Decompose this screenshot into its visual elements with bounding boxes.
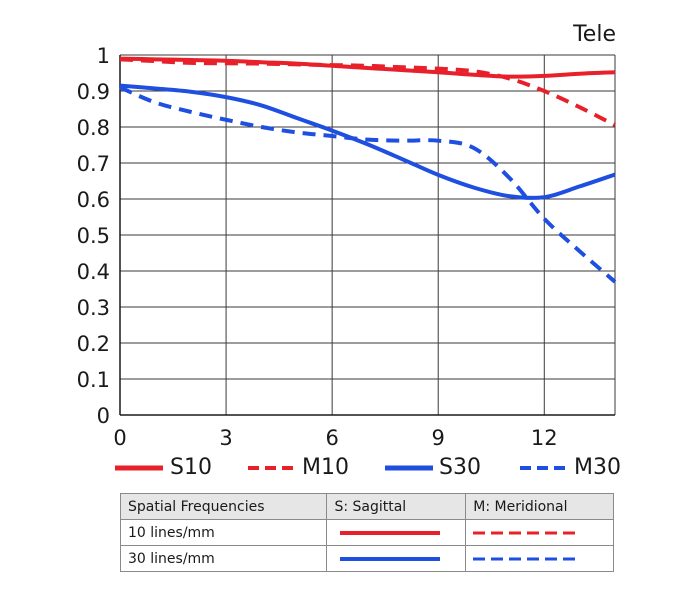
series-line-s10 [119,56,616,79]
series-lines [119,56,617,284]
meridional-30-swatch [465,545,614,572]
y-tick-label: 0.7 [77,152,110,176]
table-row: 10 lines/mm [119,519,614,546]
legend-swatch-m30 [520,466,568,470]
legend-swatch-m10 [248,466,296,470]
spatial-frequency-table: Spatial Frequencies S: Sagittal M: Merid… [119,493,614,572]
x-tick-label: 9 [432,426,445,450]
sagittal-10-swatch [326,519,467,546]
table-header-row: Spatial Frequencies S: Sagittal M: Merid… [119,493,614,520]
row-label-30-lines: 30 lines/mm [119,545,328,572]
y-tick-label: 0.6 [77,188,110,212]
table-header-meridional: M: Meridional [465,493,614,520]
mtf-chart: Tele 0 0.1 0.2 0.3 0.4 0.5 0.6 0.7 0.8 0.9 1 0 3 6 9 1… [77,22,617,450]
y-tick-label: 0.2 [77,332,110,356]
x-axis-tick-labels: 0 3 6 9 12 [113,426,557,450]
chart-title: Tele [572,22,616,47]
y-tick-label: 0.3 [77,296,110,320]
y-tick-label: 0.5 [77,224,110,248]
table-row: 30 lines/mm [119,545,614,572]
x-tick-label: 3 [219,426,232,450]
legend-label-m10: M10 [302,455,349,480]
legend-swatch-s10 [115,465,163,471]
sagittal-30-swatch [326,545,467,572]
series-line-s30 [119,83,616,200]
legend-label-s10: S10 [170,455,212,480]
series-line-m30 [119,85,617,284]
table-header-spatial-frequencies: Spatial Frequencies [119,493,328,520]
legend-label-m30: M30 [574,455,621,480]
legend: S10 M10 S30 M30 [110,453,630,483]
table-header-sagittal: S: Sagittal [326,493,467,520]
y-tick-label: 0.8 [77,116,110,140]
legend-label-s30: S30 [439,455,481,480]
y-tick-label: 0 [97,404,110,428]
y-tick-label: 0.9 [77,80,110,104]
x-tick-label: 0 [113,426,126,450]
grid [119,54,616,416]
y-axis-tick-labels: 0 0.1 0.2 0.3 0.4 0.5 0.6 0.7 0.8 0.9 1 [77,44,110,428]
meridional-10-swatch [465,519,614,546]
x-tick-label: 6 [325,426,338,450]
y-tick-label: 0.1 [77,368,110,392]
x-tick-label: 12 [531,426,558,450]
y-tick-label: 1 [97,44,110,68]
legend-swatch-s30 [385,465,433,471]
row-label-10-lines: 10 lines/mm [119,519,328,546]
y-tick-label: 0.4 [77,260,110,284]
